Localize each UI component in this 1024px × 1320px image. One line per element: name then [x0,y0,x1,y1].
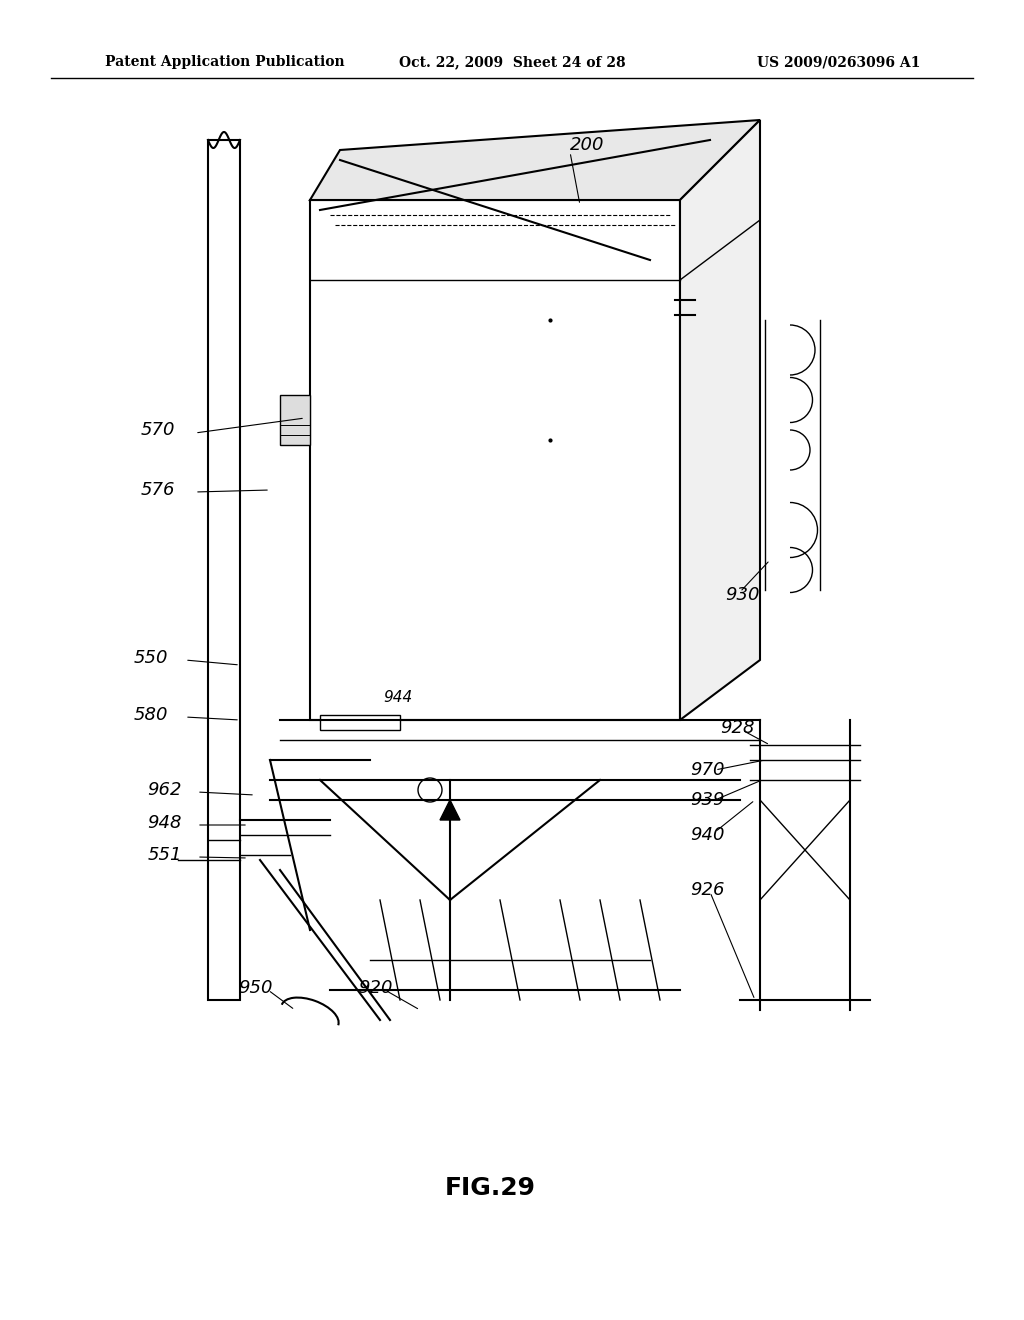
Text: 950: 950 [238,979,272,997]
Bar [208,140,240,1001]
Text: 948: 948 [147,814,182,832]
Text: 970: 970 [690,762,725,779]
Text: 580: 580 [133,706,168,723]
Text: 576: 576 [140,480,175,499]
Text: Oct. 22, 2009  Sheet 24 of 28: Oct. 22, 2009 Sheet 24 of 28 [398,55,626,69]
Text: 940: 940 [690,826,725,843]
Text: 551: 551 [147,846,182,865]
Text: 570: 570 [140,421,175,440]
Text: FIG.29: FIG.29 [444,1176,536,1200]
Text: 550: 550 [133,649,168,667]
Text: 930: 930 [725,586,760,605]
Text: 926: 926 [690,880,725,899]
Polygon shape [310,120,760,201]
Text: Patent Application Publication: Patent Application Publication [105,55,345,69]
Text: 920: 920 [357,979,392,997]
Text: 928: 928 [720,719,755,737]
Bar [310,201,680,719]
Polygon shape [680,120,760,719]
Bar [319,715,400,730]
Text: 962: 962 [147,781,182,799]
Bar [280,395,310,445]
Text: US 2009/0263096 A1: US 2009/0263096 A1 [757,55,920,69]
Text: 200: 200 [570,136,604,154]
Polygon shape [440,800,460,820]
Text: 944: 944 [383,690,413,705]
Text: 939: 939 [690,791,725,809]
